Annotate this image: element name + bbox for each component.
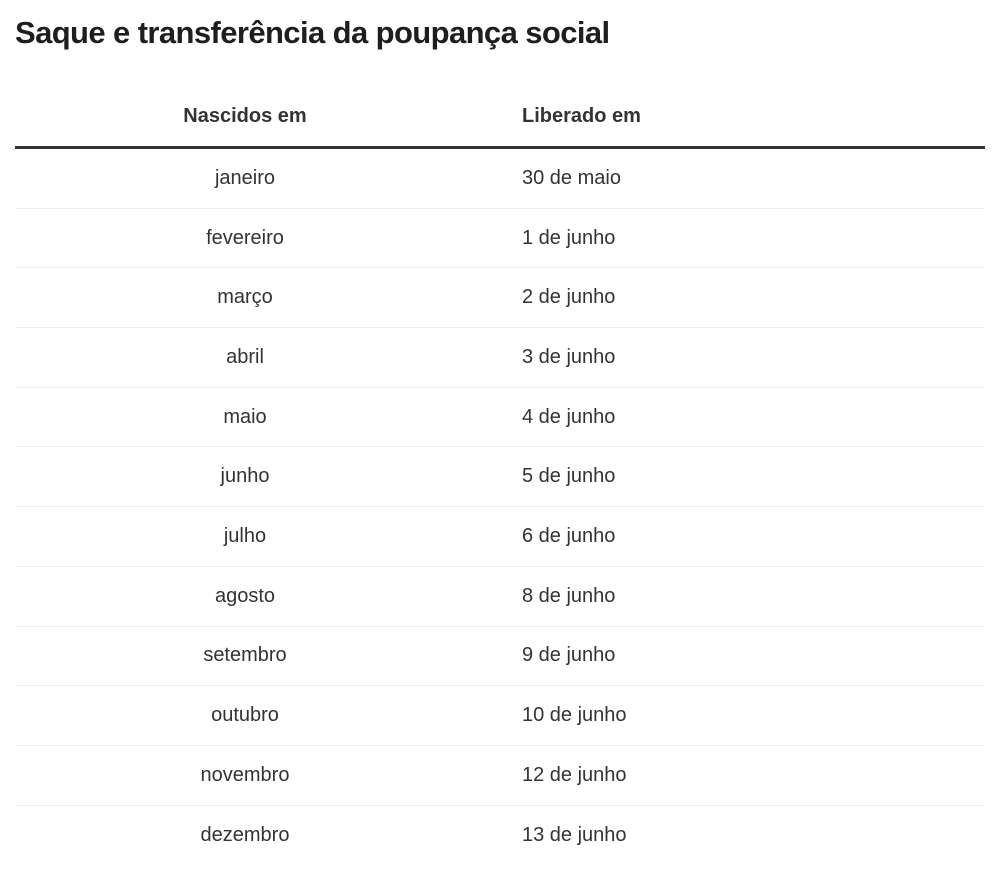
table-row: abril 3 de junho xyxy=(15,328,985,388)
table-row: março 2 de junho xyxy=(15,268,985,329)
cell-release-date: 5 de junho xyxy=(522,465,616,488)
table-row: junho 5 de junho xyxy=(15,447,985,508)
cell-release-date: 30 de maio xyxy=(522,166,621,189)
page-title: Saque e transferência da poupança social xyxy=(15,15,610,50)
table-body: janeiro 30 de maio fevereiro 1 de junho març… xyxy=(15,149,985,865)
cell-release-date: 8 de junho xyxy=(522,584,616,607)
table-header-row: Nascidos em Liberado em xyxy=(15,52,985,149)
cell-birth-month: dezembro xyxy=(200,823,290,846)
cell-release-date: 4 de junho xyxy=(522,405,616,428)
table-row: julho 6 de junho xyxy=(15,507,985,567)
cell-release-date: 13 de junho xyxy=(522,823,627,846)
cell-birth-month: julho xyxy=(223,524,267,547)
table-row: janeiro 30 de maio xyxy=(15,149,985,209)
cell-birth-month: maio xyxy=(223,405,267,428)
cell-release-date: 2 de junho xyxy=(522,286,616,309)
cell-birth-month: junho xyxy=(220,465,270,488)
table-row: agosto 8 de junho xyxy=(15,567,985,627)
column-header-nascidos-em: Nascidos em xyxy=(183,105,307,127)
cell-birth-month: janeiro xyxy=(214,166,276,189)
column-header-liberado-em: Liberado em xyxy=(522,105,641,127)
cell-birth-month: março xyxy=(217,286,273,309)
cell-birth-month: agosto xyxy=(214,584,276,607)
table-row: setembro 9 de junho xyxy=(15,627,985,687)
cell-birth-month: setembro xyxy=(203,644,287,667)
table-row: fevereiro 1 de junho xyxy=(15,209,985,269)
cell-release-date: 12 de junho xyxy=(522,763,627,786)
table-row: maio 4 de junho xyxy=(15,388,985,448)
cell-birth-month: fevereiro xyxy=(206,226,284,249)
cell-release-date: 1 de junho xyxy=(522,226,616,249)
cell-release-date: 3 de junho xyxy=(522,345,616,368)
cell-birth-month: abril xyxy=(226,345,264,368)
cell-release-date: 10 de junho xyxy=(522,704,627,727)
cell-birth-month: outubro xyxy=(211,704,279,727)
cell-release-date: 9 de junho xyxy=(522,644,616,667)
table-row: dezembro 13 de junho xyxy=(15,806,985,866)
table-row: novembro 12 de junho xyxy=(15,746,985,806)
cell-release-date: 6 de junho xyxy=(522,524,616,547)
table-row: outubro 10 de junho xyxy=(15,686,985,746)
cell-birth-month: novembro xyxy=(200,763,290,786)
schedule-table: Nascidos em Liberado em janeiro 30 de mai… xyxy=(15,52,985,865)
